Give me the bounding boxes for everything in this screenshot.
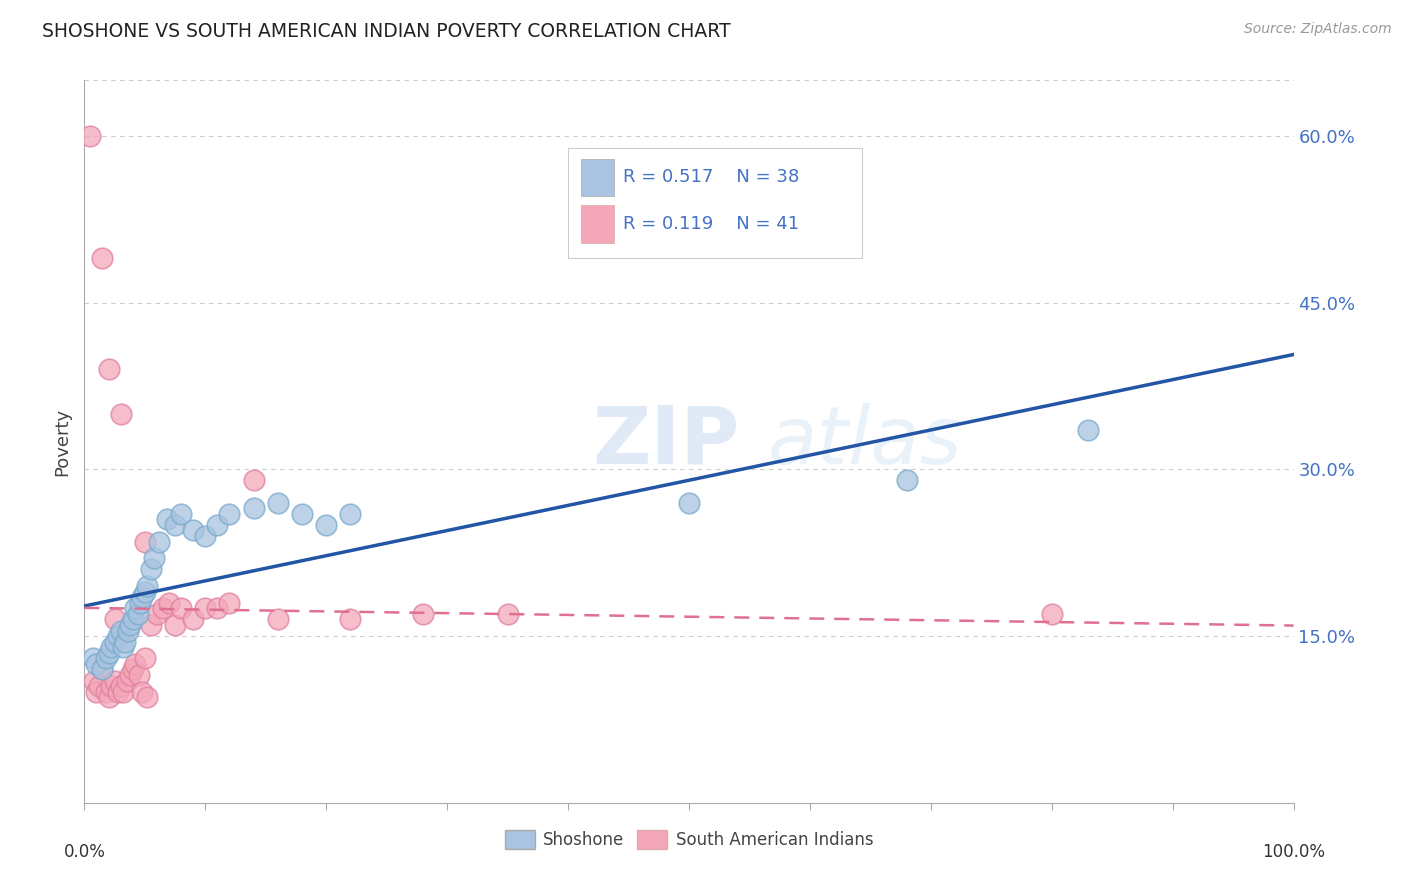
Point xyxy=(91,662,114,676)
Text: atlas: atlas xyxy=(768,402,962,481)
Point xyxy=(339,507,361,521)
Point xyxy=(207,517,229,532)
Point xyxy=(242,474,264,488)
Point xyxy=(100,679,122,693)
Point xyxy=(115,673,138,688)
Point xyxy=(100,640,122,655)
Point xyxy=(146,607,169,621)
Point xyxy=(170,507,193,521)
Point xyxy=(678,496,700,510)
Point xyxy=(120,668,142,682)
Point xyxy=(242,501,264,516)
Point xyxy=(291,507,314,521)
Point xyxy=(110,624,132,638)
Point xyxy=(157,596,180,610)
Point xyxy=(97,646,120,660)
Point xyxy=(131,590,153,604)
Point xyxy=(107,629,129,643)
Text: R = 0.517    N = 38: R = 0.517 N = 38 xyxy=(623,169,799,186)
Point xyxy=(97,690,120,705)
Point xyxy=(120,618,142,632)
Point xyxy=(91,251,114,265)
Point xyxy=(124,657,146,671)
Point xyxy=(315,517,337,532)
Point xyxy=(181,524,204,538)
Point xyxy=(121,662,143,676)
Point xyxy=(82,651,104,665)
Text: SHOSHONE VS SOUTH AMERICAN INDIAN POVERTY CORRELATION CHART: SHOSHONE VS SOUTH AMERICAN INDIAN POVERT… xyxy=(42,22,731,41)
Point xyxy=(896,474,918,488)
Point xyxy=(79,128,101,143)
Point xyxy=(87,679,110,693)
Point xyxy=(170,601,193,615)
Point xyxy=(131,684,153,698)
Point xyxy=(94,651,117,665)
Point xyxy=(91,662,114,676)
Point xyxy=(139,562,162,576)
Text: 0.0%: 0.0% xyxy=(63,843,105,861)
Point xyxy=(121,612,143,626)
Point xyxy=(148,534,170,549)
Point xyxy=(1077,424,1099,438)
Point xyxy=(114,634,136,648)
Point xyxy=(218,507,240,521)
Point xyxy=(104,634,127,648)
Point xyxy=(412,607,434,621)
Point xyxy=(218,596,240,610)
Point xyxy=(104,612,127,626)
Point xyxy=(152,601,174,615)
Point xyxy=(83,673,105,688)
Point xyxy=(129,596,152,610)
Point xyxy=(86,657,108,671)
Point xyxy=(339,612,361,626)
Point xyxy=(86,684,108,698)
Point xyxy=(94,684,117,698)
Text: 100.0%: 100.0% xyxy=(1263,843,1324,861)
Point xyxy=(155,512,177,526)
Point xyxy=(207,601,229,615)
Point xyxy=(104,673,127,688)
Point xyxy=(136,690,159,705)
Point xyxy=(267,496,290,510)
Point xyxy=(117,624,139,638)
Point xyxy=(128,668,150,682)
Point xyxy=(1040,607,1063,621)
Point xyxy=(143,551,166,566)
Point xyxy=(165,517,187,532)
Point xyxy=(110,407,132,421)
Point xyxy=(107,684,129,698)
Point xyxy=(181,612,204,626)
Point xyxy=(134,534,156,549)
Point xyxy=(139,618,162,632)
Point xyxy=(496,607,519,621)
Point xyxy=(267,612,290,626)
Point xyxy=(112,684,135,698)
Point xyxy=(124,601,146,615)
Text: Source: ZipAtlas.com: Source: ZipAtlas.com xyxy=(1244,22,1392,37)
Point xyxy=(194,529,217,543)
Point xyxy=(127,607,149,621)
Point xyxy=(97,362,120,376)
Point xyxy=(134,584,156,599)
Legend: Shoshone, South American Indians: Shoshone, South American Indians xyxy=(498,823,880,856)
Point xyxy=(112,640,135,655)
Text: ZIP: ZIP xyxy=(592,402,740,481)
Point xyxy=(110,679,132,693)
Point xyxy=(165,618,187,632)
Text: R = 0.119    N = 41: R = 0.119 N = 41 xyxy=(623,215,799,233)
Point xyxy=(136,579,159,593)
Y-axis label: Poverty: Poverty xyxy=(53,408,72,475)
Point xyxy=(194,601,217,615)
Point xyxy=(134,651,156,665)
